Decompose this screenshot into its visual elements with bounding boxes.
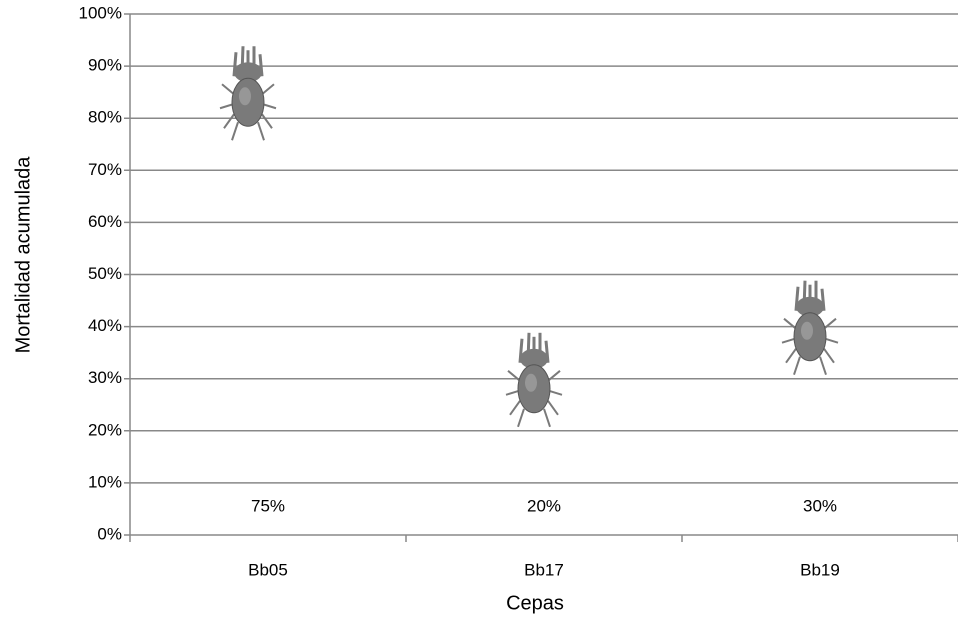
marker-part <box>262 103 277 110</box>
y-tick-label: 20% <box>88 420 122 439</box>
marker-part <box>219 103 234 110</box>
data-label: 75% <box>251 496 285 515</box>
x-axis-title: Cepas <box>506 592 564 614</box>
x-tick-label: Bb17 <box>524 560 564 579</box>
marker-part <box>547 370 561 382</box>
marker-part <box>796 296 824 317</box>
marker-part <box>223 113 235 129</box>
marker-part <box>234 62 262 83</box>
marker-part <box>543 408 551 428</box>
marker-part <box>517 408 525 428</box>
marker-part <box>783 317 797 330</box>
y-axis-title: Mortalidad acumulada <box>12 156 34 354</box>
marker-part <box>801 321 813 340</box>
y-tick-label: 50% <box>88 264 122 283</box>
y-tick-label: 40% <box>88 316 122 335</box>
marker-part <box>261 113 273 129</box>
y-tick-label: 30% <box>88 368 122 387</box>
marker-part <box>525 373 537 392</box>
marker <box>505 332 563 428</box>
marker-part <box>261 83 275 96</box>
marker-part <box>823 317 837 330</box>
y-tick-label: 70% <box>88 160 122 179</box>
marker-part <box>819 356 827 376</box>
y-tick-label: 80% <box>88 108 122 127</box>
marker-part <box>505 389 520 396</box>
y-tick-label: 10% <box>88 472 122 491</box>
y-tick-label: 90% <box>88 56 122 75</box>
marker-part <box>823 348 835 364</box>
marker-part <box>509 400 521 416</box>
x-tick-label: Bb19 <box>800 560 840 579</box>
x-tick-label: Bb05 <box>248 560 288 579</box>
y-tick-label: 100% <box>79 3 122 22</box>
marker-part <box>793 356 801 376</box>
marker-part <box>257 121 265 141</box>
marker-part <box>520 348 548 369</box>
marker-part <box>548 389 563 396</box>
marker-part <box>221 83 235 96</box>
data-label: 20% <box>527 496 561 515</box>
marker-part <box>785 348 797 364</box>
y-tick-label: 0% <box>97 524 122 543</box>
marker-part <box>547 400 559 416</box>
marker-part <box>239 87 251 106</box>
marker-part <box>824 337 839 344</box>
marker-part <box>231 121 239 141</box>
marker-part <box>781 337 796 344</box>
y-tick-label: 60% <box>88 212 122 231</box>
data-label: 30% <box>803 496 837 515</box>
marker-part <box>507 370 521 382</box>
marker <box>219 46 277 141</box>
marker <box>781 280 839 376</box>
